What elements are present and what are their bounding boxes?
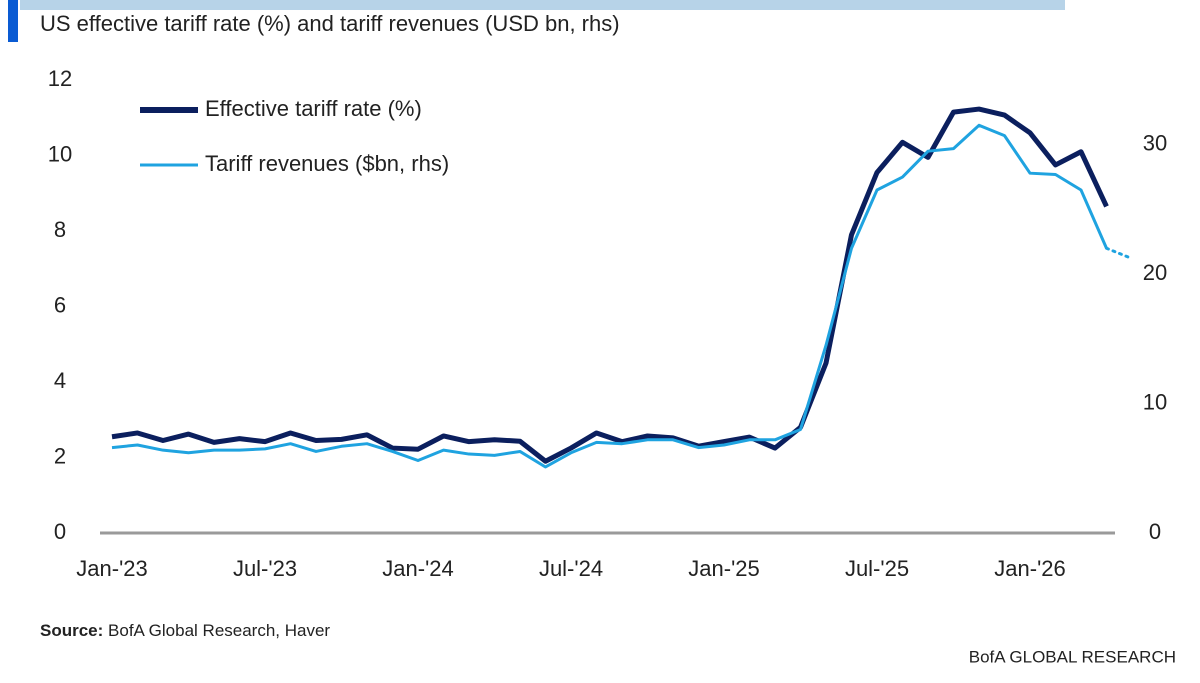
accent-bar xyxy=(8,0,18,42)
series-line xyxy=(111,106,1109,464)
source-label: Source: xyxy=(40,621,103,640)
y-tick-label: 6 xyxy=(54,292,66,317)
y2-tick-label: 30 xyxy=(1143,131,1167,156)
y-tick-label: 2 xyxy=(54,443,66,468)
y-tick-label: 10 xyxy=(48,141,72,166)
x-tick-label: Jul-'24 xyxy=(539,556,603,581)
x-tick-label: Jan-'25 xyxy=(688,556,759,581)
y2-tick-label: 10 xyxy=(1143,389,1167,414)
legend-label: Effective tariff rate (%) xyxy=(205,96,422,121)
title-banner xyxy=(20,0,1065,10)
y2-tick-label: 0 xyxy=(1149,519,1161,544)
y2-tick-label: 20 xyxy=(1143,260,1167,285)
source-text: BofA Global Research, Haver xyxy=(108,621,330,640)
y-tick-label: 0 xyxy=(54,519,66,544)
subtitle: US effective tariff rate (%) and tariff … xyxy=(40,11,620,36)
x-tick-label: Jan-'24 xyxy=(382,556,453,581)
y-tick-label: 12 xyxy=(48,66,72,91)
footer: BofA GLOBAL RESEARCH xyxy=(969,647,1176,666)
series-line-dotted xyxy=(1105,246,1134,261)
y-tick-label: 8 xyxy=(54,217,66,242)
x-tick-label: Jan-'26 xyxy=(994,556,1065,581)
series-line xyxy=(111,123,1108,469)
legend-label: Tariff revenues ($bn, rhs) xyxy=(205,151,449,176)
x-tick-label: Jan-'23 xyxy=(76,556,147,581)
y-tick-label: 4 xyxy=(54,368,66,393)
source: Source: BofA Global Research, Haver xyxy=(40,621,330,640)
x-tick-label: Jul-'25 xyxy=(845,556,909,581)
x-tick-label: Jul-'23 xyxy=(233,556,297,581)
